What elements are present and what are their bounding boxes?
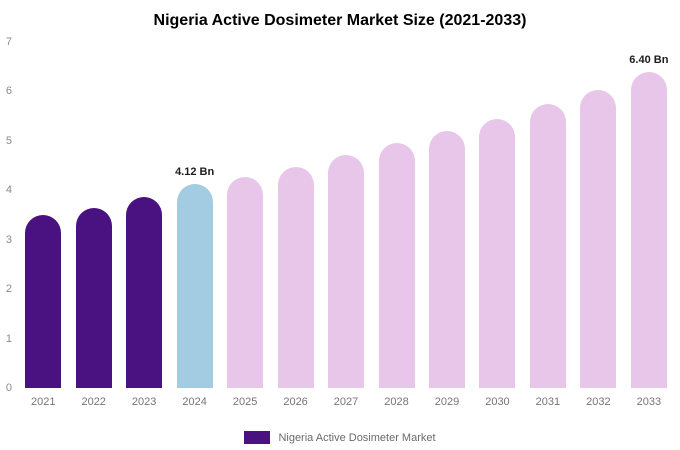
y-axis: 0 1 2 3 4 5 6 7 <box>0 36 14 394</box>
bar-column <box>119 42 169 388</box>
x-axis-label: 2030 <box>485 396 510 408</box>
x-axis-label: 2032 <box>586 396 611 408</box>
x-axis-label: 2028 <box>384 396 409 408</box>
bar-2025[interactable] <box>227 176 264 388</box>
bars: 4.12 Bn 6.40 Bn <box>18 42 674 388</box>
y-axis-tick: 2 <box>5 283 12 296</box>
x-axis-label: 2029 <box>434 396 460 408</box>
bar-column: 6.40 Bn <box>624 42 674 388</box>
x-axis-label: 2022 <box>81 396 106 408</box>
bar-2029[interactable] <box>428 130 465 388</box>
y-axis-tick: 5 <box>5 134 12 147</box>
y-axis-tick: 4 <box>5 184 12 197</box>
x-axis-label: 2024 <box>182 396 207 408</box>
x-axis-label: 2031 <box>535 396 561 408</box>
bar-2027[interactable] <box>328 154 365 388</box>
bar-column <box>270 42 320 388</box>
bar-column <box>321 42 371 388</box>
bar-2026[interactable] <box>277 166 314 388</box>
legend-label: Nigeria Active Dosimeter Market <box>278 431 436 444</box>
legend: Nigeria Active Dosimeter Market <box>0 431 680 444</box>
bar-column <box>18 42 68 388</box>
bar-column <box>68 42 118 388</box>
bar-column: 4.12 Bn <box>169 42 219 388</box>
bar-column <box>523 42 573 388</box>
bar-2021[interactable] <box>25 215 62 388</box>
x-axis-label: 2027 <box>333 396 359 408</box>
bar-column <box>371 42 421 388</box>
bar-2031[interactable] <box>529 103 566 388</box>
bar-2033[interactable] <box>630 71 667 388</box>
y-axis-tick: 6 <box>5 85 12 98</box>
bar-2024[interactable] <box>176 184 213 388</box>
bar-value-label: 4.12 Bn <box>175 166 215 179</box>
bar-2032[interactable] <box>580 89 617 388</box>
bar-2022[interactable] <box>75 207 112 388</box>
bar-column <box>472 42 522 388</box>
bar-2028[interactable] <box>378 143 415 388</box>
x-axis-label: 2026 <box>283 396 308 408</box>
y-axis-tick: 1 <box>5 332 12 345</box>
x-axis-label: 2033 <box>636 396 662 408</box>
x-axis-label: 2023 <box>131 396 157 408</box>
y-axis-tick: 3 <box>5 233 12 246</box>
bar-column <box>220 42 270 388</box>
legend-swatch <box>244 431 271 444</box>
x-axis-label: 2021 <box>30 396 56 408</box>
y-axis-tick: 7 <box>5 36 12 48</box>
chart-title: Nigeria Active Dosimeter Market Size (20… <box>153 12 527 29</box>
bar-2030[interactable] <box>479 118 516 388</box>
bar-value-label: 6.40 Bn <box>629 53 669 66</box>
bar-column <box>422 42 472 388</box>
x-axis-labels: 2021 2022 2023 2024 2025 2026 2027 2028 2029 2030… <box>18 396 674 408</box>
bar-column <box>573 42 623 388</box>
y-axis-tick: 0 <box>5 382 12 394</box>
x-axis-label: 2025 <box>232 396 258 408</box>
bar-2023[interactable] <box>126 196 163 388</box>
